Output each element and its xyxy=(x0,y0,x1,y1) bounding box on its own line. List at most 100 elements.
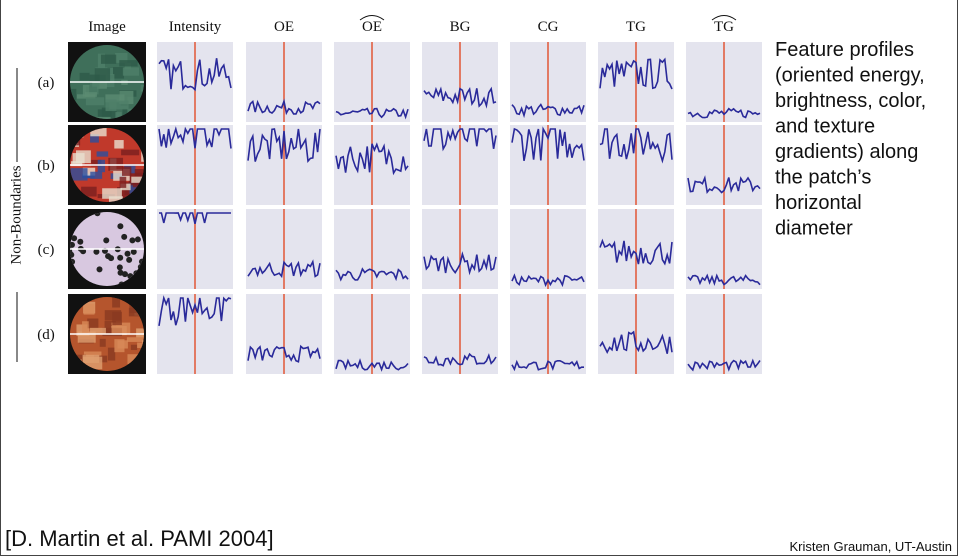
column-header: CG xyxy=(538,19,559,35)
caption-line: brightness, color, xyxy=(775,90,926,112)
profile-curve xyxy=(247,128,321,163)
texture xyxy=(90,134,99,143)
column-header: BG xyxy=(450,19,471,35)
citation: [D. Martin et al. PAMI 2004] xyxy=(5,526,274,551)
texture xyxy=(80,248,87,255)
texture xyxy=(131,176,144,183)
profile-curve xyxy=(687,107,761,119)
texture xyxy=(141,148,144,162)
texture xyxy=(90,171,103,179)
texture xyxy=(121,166,132,176)
column-header: OE xyxy=(274,19,294,35)
texture xyxy=(134,236,141,243)
texture xyxy=(96,266,103,273)
profile-curve xyxy=(423,251,497,276)
profile-curve xyxy=(335,142,409,176)
texture xyxy=(83,351,102,357)
texture xyxy=(77,238,84,245)
texture xyxy=(77,331,96,343)
texture xyxy=(100,54,117,64)
texture xyxy=(117,187,130,199)
profile-curve xyxy=(158,58,232,92)
texture xyxy=(113,168,130,181)
texture xyxy=(85,97,105,106)
column-header: Image xyxy=(88,19,126,35)
texture xyxy=(121,233,128,240)
column-header: TG xyxy=(626,19,646,35)
texture xyxy=(117,223,124,230)
profile-curve xyxy=(158,126,232,149)
profile-curve xyxy=(511,273,585,288)
texture xyxy=(122,108,130,116)
texture xyxy=(94,68,111,82)
texture xyxy=(109,100,129,110)
texture xyxy=(93,248,100,255)
profile-curve xyxy=(335,107,409,120)
profile-curve xyxy=(687,273,761,287)
profile-curve xyxy=(511,103,585,119)
texture xyxy=(115,112,122,119)
row-label: (d) xyxy=(37,327,55,343)
texture xyxy=(82,84,90,97)
texture xyxy=(87,318,99,329)
texture xyxy=(130,248,137,255)
texture xyxy=(116,264,123,271)
texture xyxy=(82,167,96,176)
texture xyxy=(103,237,110,244)
texture xyxy=(140,84,144,92)
profile-curve xyxy=(599,57,673,90)
texture xyxy=(114,339,125,353)
texture xyxy=(104,320,116,333)
texture xyxy=(70,168,88,181)
texture xyxy=(81,186,97,197)
texture xyxy=(136,328,144,338)
profile-curve xyxy=(599,238,673,266)
texture xyxy=(105,253,112,260)
texture xyxy=(105,99,117,112)
caption-line: the patch’s xyxy=(775,167,871,189)
texture xyxy=(84,92,97,97)
profile-curve xyxy=(247,259,321,279)
profile-curve xyxy=(423,127,497,152)
texture xyxy=(102,188,122,199)
texture xyxy=(129,237,136,244)
texture xyxy=(112,311,122,326)
profile-curve xyxy=(599,128,673,164)
texture xyxy=(90,116,111,119)
texture xyxy=(96,151,109,157)
texture xyxy=(74,354,87,361)
texture xyxy=(117,254,124,261)
texture xyxy=(90,128,107,137)
texture xyxy=(115,52,128,63)
profile-curve xyxy=(247,344,321,363)
texture xyxy=(91,159,102,167)
caption-line: and texture xyxy=(775,116,875,138)
texture xyxy=(134,169,144,176)
texture xyxy=(83,303,95,315)
hat-accent xyxy=(711,15,737,21)
texture xyxy=(82,173,95,179)
texture xyxy=(92,82,107,89)
texture xyxy=(108,196,123,202)
texture xyxy=(128,307,144,317)
texture xyxy=(119,176,127,188)
row-label: (a) xyxy=(38,75,55,91)
profile-curve xyxy=(247,98,321,116)
texture xyxy=(121,149,140,156)
profile-curve xyxy=(687,175,761,194)
texture xyxy=(97,109,112,117)
column-header: OE xyxy=(362,19,382,35)
texture xyxy=(82,354,100,363)
texture xyxy=(137,342,144,348)
texture xyxy=(97,159,106,173)
hat-accent xyxy=(359,15,385,21)
figure: Image Intensity OE OE BG CG TG TG (a) (b) (c) (d) xyxy=(37,15,762,374)
texture xyxy=(112,297,121,308)
texture xyxy=(89,83,99,95)
texture xyxy=(124,250,131,257)
column-header: Intensity xyxy=(169,19,222,35)
texture xyxy=(71,161,83,167)
texture xyxy=(70,241,75,248)
profile-curve xyxy=(335,358,409,372)
